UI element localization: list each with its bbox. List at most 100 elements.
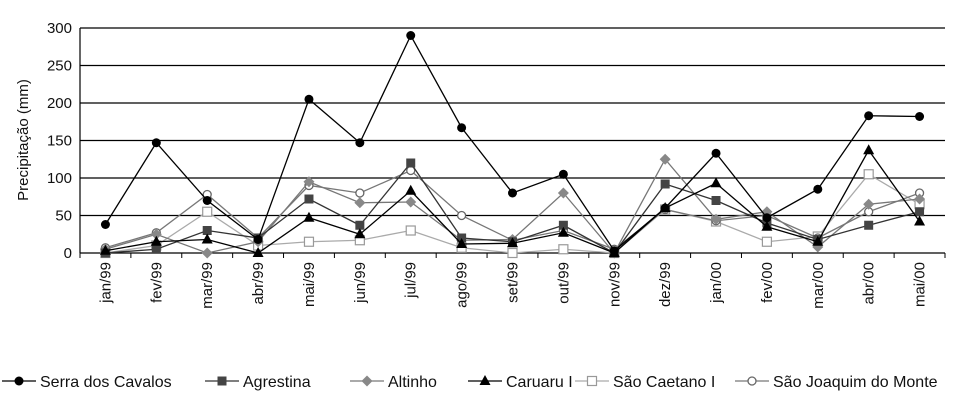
data-point xyxy=(711,196,721,205)
data-point xyxy=(915,112,925,121)
data-point xyxy=(201,233,213,244)
legend-marker xyxy=(14,376,24,386)
y-tick-label: 250 xyxy=(47,58,72,75)
series-4 xyxy=(99,144,926,257)
data-point xyxy=(303,236,315,247)
x-tick-label: fev/00 xyxy=(759,262,776,303)
x-tick-label: jun/99 xyxy=(352,262,369,304)
data-point xyxy=(558,169,568,179)
legend-marker xyxy=(586,375,598,387)
legend-marker xyxy=(479,375,491,385)
data-point xyxy=(660,179,670,189)
data-point xyxy=(405,225,416,236)
data-point xyxy=(150,235,162,246)
data-point xyxy=(253,235,263,244)
legend-label: Altinho xyxy=(388,374,437,391)
data-point xyxy=(354,228,366,239)
x-tick-label: fev/99 xyxy=(148,262,165,303)
x-tick-label: mar/00 xyxy=(810,262,827,309)
data-point xyxy=(609,246,619,256)
data-point xyxy=(303,211,315,222)
data-point xyxy=(914,193,926,205)
data-point xyxy=(813,184,823,194)
data-point xyxy=(304,194,314,204)
data-point xyxy=(812,235,824,246)
data-point xyxy=(711,148,721,158)
data-point xyxy=(304,94,314,104)
data-point xyxy=(99,244,111,255)
x-tick-label: jan/99 xyxy=(97,262,114,304)
data-point xyxy=(507,247,518,259)
data-point xyxy=(355,220,365,230)
data-point xyxy=(864,111,874,121)
legend-item-6: São Joaquim do Monte xyxy=(735,374,938,391)
y-tick-label: 200 xyxy=(47,95,72,112)
x-tick-label: mai/99 xyxy=(301,262,318,307)
y-tick-label: 150 xyxy=(47,133,72,150)
legend-marker xyxy=(361,375,373,387)
data-point xyxy=(303,176,315,188)
data-point xyxy=(100,220,110,229)
legend-item-3: Altinho xyxy=(350,374,437,391)
x-tick-label: dez/99 xyxy=(657,262,674,307)
data-point xyxy=(150,228,162,240)
legend: Serra dos Cavalos Agrestina Altinho Caruaru… xyxy=(2,374,938,391)
legend-item-1: Serra dos Cavalos xyxy=(2,374,172,391)
legend-label: Caruaru I xyxy=(506,374,573,391)
data-point xyxy=(659,153,671,165)
x-tick-label: mai/00 xyxy=(912,262,929,307)
data-point xyxy=(761,220,773,231)
legend-marker xyxy=(217,376,227,386)
data-point xyxy=(557,226,569,237)
data-point xyxy=(151,244,161,254)
data-point xyxy=(406,31,416,40)
data-point xyxy=(863,198,875,210)
legend-label: São Caetano I xyxy=(613,374,715,391)
x-tick-label: ago/99 xyxy=(454,262,471,308)
data-point xyxy=(355,188,365,198)
axes: Precipitação (mm) 0 50 100 150 200 250 300 jan/… xyxy=(15,20,946,309)
data-point xyxy=(456,210,467,221)
data-point xyxy=(557,187,569,199)
y-tick-label: 50 xyxy=(55,208,72,225)
data-point xyxy=(457,123,467,133)
data-point xyxy=(202,226,212,235)
legend-marker xyxy=(747,376,757,386)
y-axis-label: Precipitação (mm) xyxy=(15,79,32,201)
data-point xyxy=(355,138,365,148)
data-point xyxy=(202,206,213,217)
gridlines xyxy=(80,27,945,254)
legend-item-5: São Caetano I xyxy=(575,374,715,391)
x-tick-label: set/99 xyxy=(505,262,522,303)
y-tick-label: 100 xyxy=(47,170,72,187)
data-point xyxy=(508,188,517,198)
y-tick-label: 300 xyxy=(47,20,72,37)
data-point xyxy=(863,144,875,155)
data-point xyxy=(710,213,722,225)
x-tick-label: nov/99 xyxy=(606,262,623,307)
data-point xyxy=(405,196,417,208)
legend-label: Serra dos Cavalos xyxy=(40,374,172,391)
data-point xyxy=(507,237,518,248)
data-point xyxy=(761,236,773,247)
data-point xyxy=(405,184,417,195)
x-tick-label: abr/00 xyxy=(861,262,878,305)
y-tick-label: 0 xyxy=(64,245,72,262)
data-point xyxy=(864,220,874,230)
data-point xyxy=(354,197,366,209)
x-tick-label: abr/99 xyxy=(250,262,267,305)
legend-label: Agrestina xyxy=(243,374,311,391)
series-lines xyxy=(99,31,926,259)
data-point xyxy=(406,158,416,168)
data-point xyxy=(660,203,670,213)
data-point xyxy=(558,244,569,255)
data-point xyxy=(762,213,772,223)
data-point xyxy=(914,215,926,226)
series-1 xyxy=(100,31,925,256)
x-tick-label: mar/99 xyxy=(199,262,216,309)
x-tick-label: out/99 xyxy=(555,262,572,304)
data-point xyxy=(710,177,722,188)
data-point xyxy=(558,220,568,230)
data-point xyxy=(456,238,468,248)
